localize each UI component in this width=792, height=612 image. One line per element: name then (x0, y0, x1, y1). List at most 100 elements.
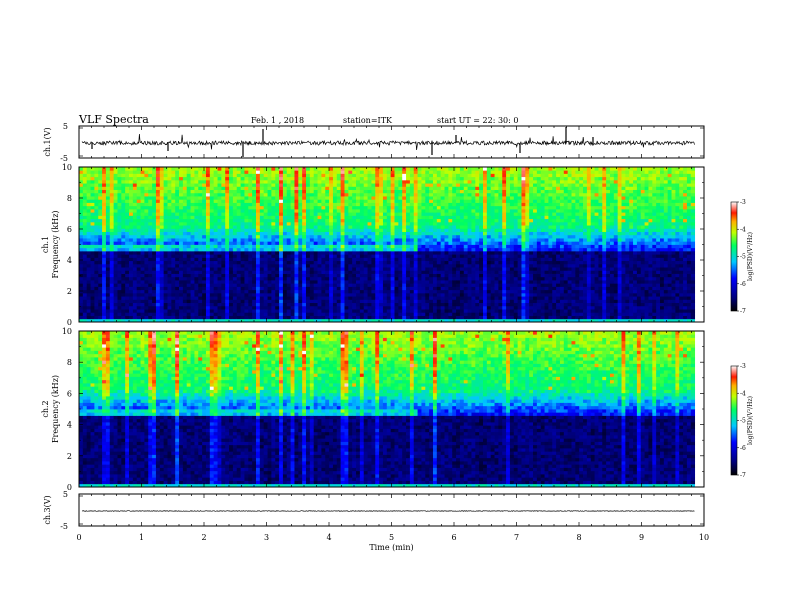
spectrogram-cell (221, 267, 226, 271)
spectrogram-cell (209, 302, 215, 307)
spectrogram-cell (336, 247, 342, 252)
spectrogram-cell (275, 318, 280, 323)
spectrogram-cell (429, 241, 434, 245)
spectrogram-cell (240, 238, 245, 242)
spectrogram-cell (132, 179, 138, 184)
spectrogram-cell (398, 199, 403, 203)
spectrogram-cell (279, 257, 284, 262)
spectrogram-cell (140, 302, 145, 307)
spectrogram-cell (225, 263, 230, 268)
spectrogram-cell (386, 225, 392, 229)
spectrogram-cell (375, 244, 380, 249)
spectrogram-cell (459, 254, 465, 258)
spectrogram-cell (367, 315, 372, 320)
spectrogram-cell (348, 199, 353, 203)
spectrogram-cell (367, 208, 372, 213)
spectrogram-cell (340, 186, 345, 191)
spectrogram-cell (221, 263, 226, 268)
spectrogram-cell (259, 186, 265, 191)
spectrogram-cell (325, 189, 330, 194)
spectrogram-cell (459, 280, 465, 284)
spectrogram-cell (252, 305, 257, 310)
spectrogram-cell (298, 241, 303, 245)
spectrogram-cell (121, 302, 126, 307)
spectrogram-cell (448, 215, 453, 220)
spectrogram-cell (213, 192, 218, 197)
spectrogram-cell (309, 179, 315, 184)
spectrogram-cell (279, 196, 284, 200)
spectrogram-cell (113, 276, 118, 281)
spectrogram-cell (121, 247, 126, 252)
spectrogram-cell (198, 170, 203, 174)
spectrogram-cell (248, 276, 253, 281)
spectrogram-cell (248, 309, 253, 313)
spectrogram-cell (79, 257, 84, 262)
spectrogram-cell (409, 208, 415, 213)
spectrogram-cell (121, 257, 126, 262)
spectrogram-cell (325, 302, 330, 307)
spectrogram-cell (117, 299, 122, 304)
spectrogram-cell (144, 309, 149, 313)
spectrogram-cell (402, 228, 407, 232)
spectrogram-cell (352, 289, 357, 294)
spectrogram-cell (444, 257, 449, 262)
spectrogram-cell (152, 225, 157, 229)
spectrogram-cell (309, 254, 315, 258)
spectrogram-cell (417, 289, 422, 294)
spectrogram-cell (175, 309, 180, 313)
spectrogram-cell (236, 244, 241, 249)
spectrogram-cell (321, 250, 326, 255)
spectrogram-cell (155, 309, 161, 313)
spectrogram-cell (375, 292, 380, 297)
spectrogram-cell (279, 241, 284, 245)
spectrogram-cell (179, 241, 184, 245)
spectrogram-cell (359, 302, 365, 307)
spectrogram-cell (271, 318, 276, 323)
spectrogram-cell (363, 305, 368, 310)
spectrogram-cell (209, 192, 215, 197)
spectrogram-cell (456, 179, 461, 184)
spectrogram-cell (375, 196, 380, 200)
spectrogram-cell (306, 183, 311, 187)
spectrogram-cell (448, 234, 453, 239)
spectrogram-cell (179, 305, 184, 310)
spectrogram-cell (94, 250, 99, 255)
spectrogram-cell (209, 296, 215, 300)
spectrogram-cell (198, 225, 203, 229)
spectrogram-cell (86, 302, 91, 307)
spectrogram-cell (413, 312, 418, 316)
spectrogram-cell (402, 302, 407, 307)
spectrogram-cell (459, 205, 465, 210)
spectrogram-cell (229, 305, 234, 310)
spectrogram-cell (436, 176, 442, 181)
spectrogram-cell (356, 205, 361, 210)
spectrogram-cell (371, 309, 376, 313)
spectrogram-cell (144, 234, 149, 239)
spectrogram-cell (309, 186, 315, 191)
spectrogram-cell (213, 286, 218, 291)
spectrogram-cell (198, 221, 203, 226)
spectrogram-cell (267, 267, 272, 271)
spectrogram-cell (286, 228, 292, 232)
spectrogram-cell (209, 189, 215, 194)
spectrogram-cell (436, 196, 442, 200)
spectrogram-cell (332, 260, 338, 265)
spectrogram-cell (271, 212, 276, 216)
spectrogram-cell (198, 202, 203, 207)
spectrogram-cell (290, 280, 295, 284)
spectrogram-cell (290, 305, 295, 310)
spectrogram-cell (136, 254, 141, 258)
spectrogram-cell (252, 231, 257, 236)
spectrogram-cell (371, 270, 376, 274)
spectrogram-cell (186, 208, 191, 213)
spectrogram-cell (429, 276, 434, 281)
spectrogram-cell (252, 309, 257, 313)
spectrogram-cell (113, 208, 118, 213)
spectrogram-cell (302, 238, 307, 242)
spectrogram-cell (271, 283, 276, 287)
spectrogram-cell (436, 263, 442, 268)
spectrogram-cell (286, 250, 292, 255)
spectrogram-cell (252, 183, 257, 187)
spectrogram-cell (190, 296, 195, 300)
